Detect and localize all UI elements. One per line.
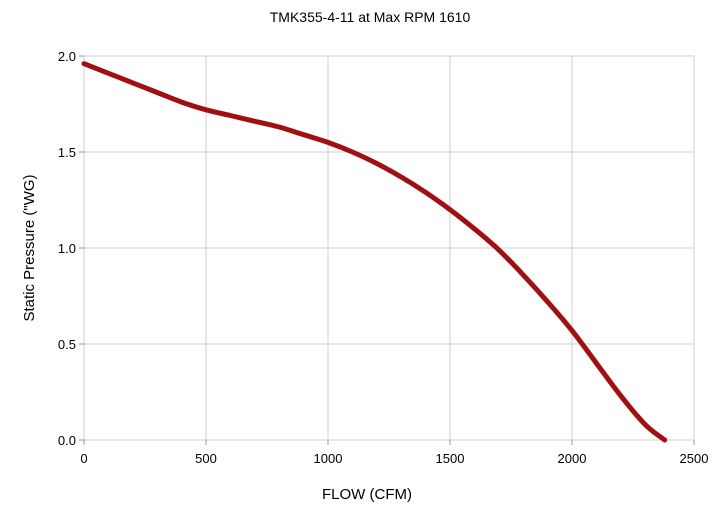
y-tick-label: 0.5 — [58, 337, 76, 352]
chart-title: TMK355-4-11 at Max RPM 1610 — [270, 9, 471, 25]
y-tick-label: 1.5 — [58, 145, 76, 160]
x-tick-label: 1500 — [436, 451, 465, 466]
x-tick-label: 0 — [80, 451, 87, 466]
grid — [79, 55, 695, 445]
y-tick-label: 0.0 — [58, 433, 76, 448]
x-axis-title: FLOW (CFM) — [322, 486, 412, 503]
y-axis-title: Static Pressure ("WG) — [21, 174, 38, 321]
x-tick-label: 2000 — [558, 451, 587, 466]
fan-curve-line — [81, 61, 668, 443]
x-tick-label: 500 — [195, 451, 217, 466]
x-tick-label: 2500 — [680, 451, 709, 466]
y-tick-label: 1.0 — [58, 241, 76, 256]
y-tick-labels: 0.0 0.5 1.0 1.5 2.0 — [58, 49, 76, 448]
series-layer — [81, 61, 668, 443]
y-tick-label: 2.0 — [58, 49, 76, 64]
x-tick-label: 1000 — [314, 451, 343, 466]
x-tick-labels: 0 500 1000 1500 2000 2500 — [80, 451, 708, 466]
